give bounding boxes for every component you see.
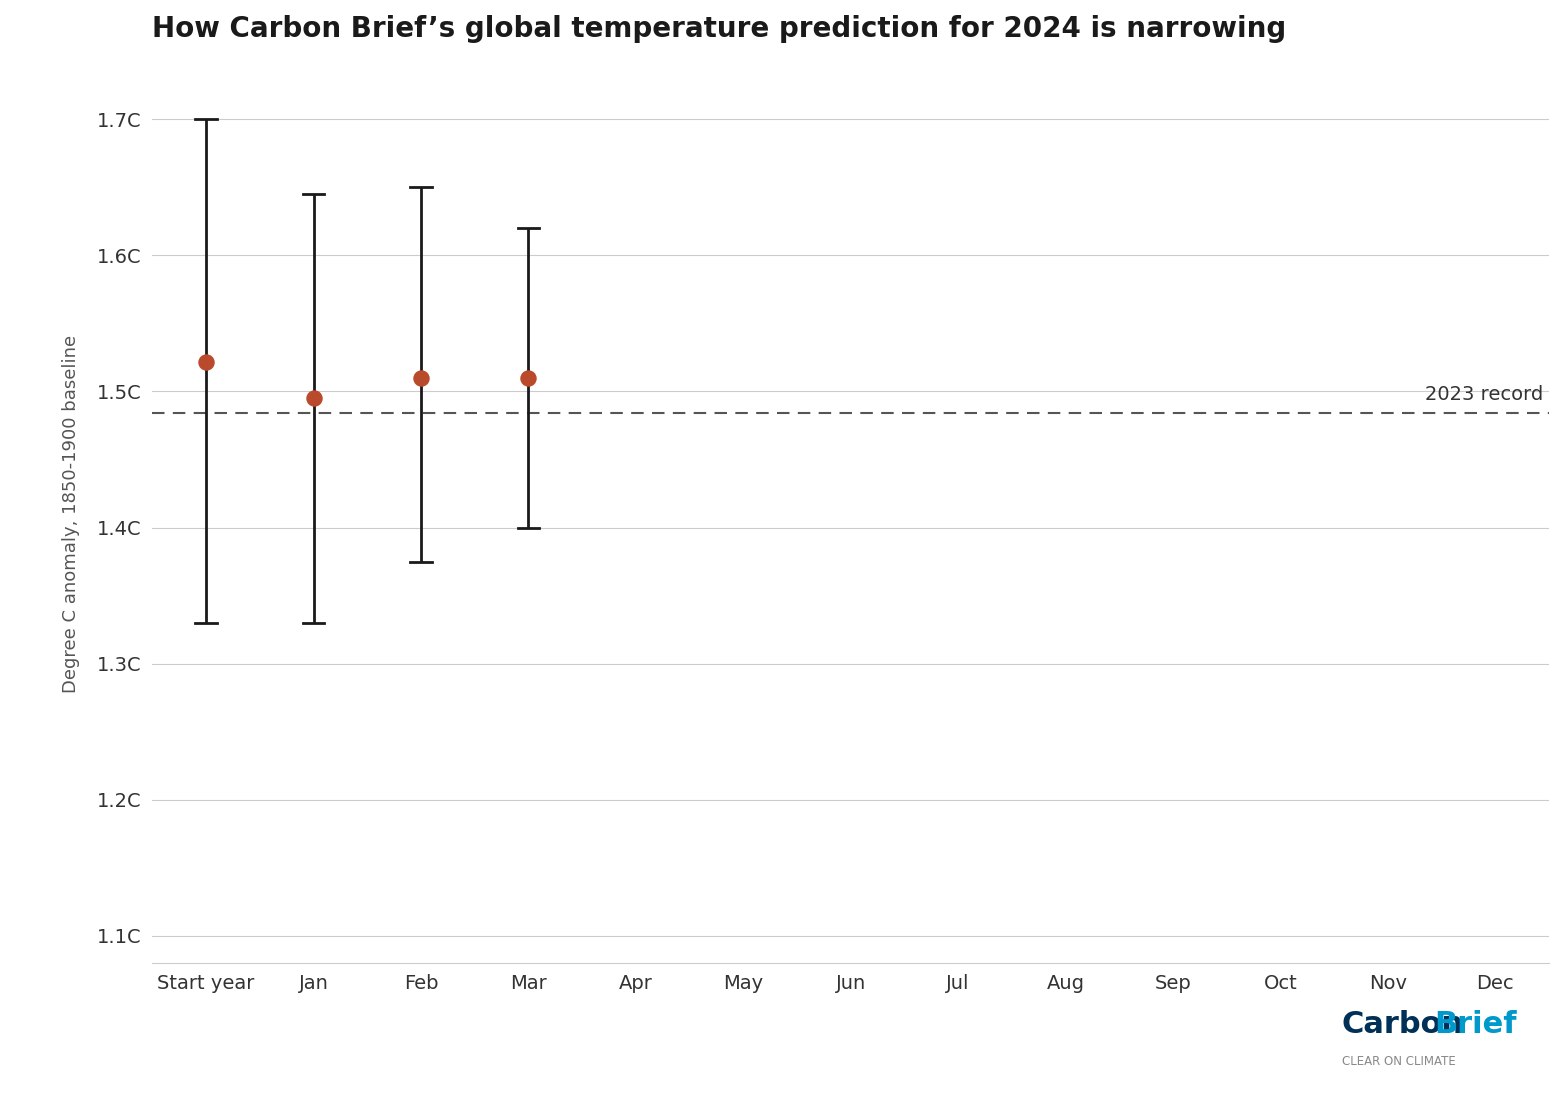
Text: Brief: Brief xyxy=(1434,1011,1517,1039)
Point xyxy=(516,369,541,387)
Point xyxy=(302,389,327,407)
Point xyxy=(408,369,433,387)
Text: How Carbon Brief’s global temperature prediction for 2024 is narrowing: How Carbon Brief’s global temperature pr… xyxy=(152,15,1287,43)
Text: CLEAR ON CLIMATE: CLEAR ON CLIMATE xyxy=(1342,1054,1456,1068)
Point xyxy=(194,353,219,370)
Text: Carbon: Carbon xyxy=(1342,1011,1464,1039)
Y-axis label: Degree C anomaly, 1850-1900 baseline: Degree C anomaly, 1850-1900 baseline xyxy=(63,335,80,693)
Text: 2023 record: 2023 record xyxy=(1425,385,1544,403)
